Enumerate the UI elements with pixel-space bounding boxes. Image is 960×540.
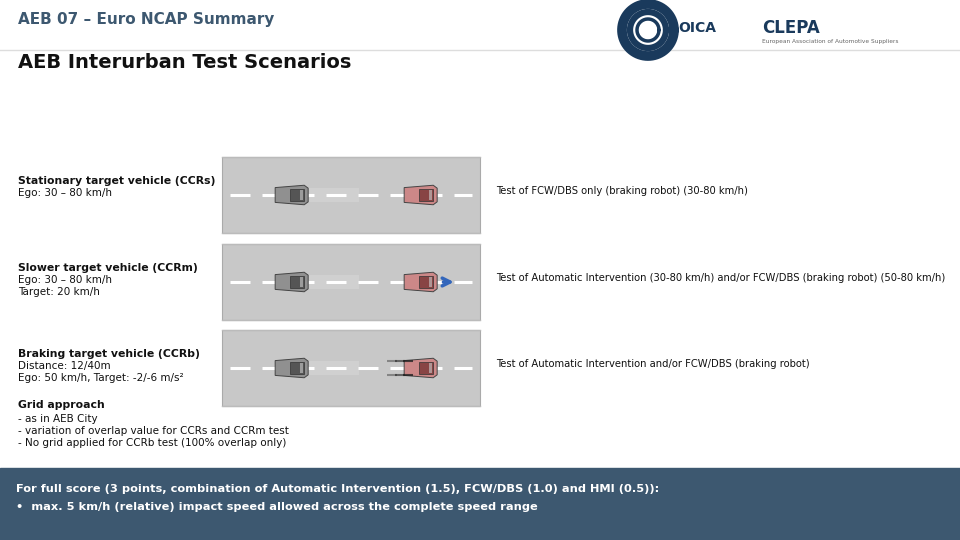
Text: OICA: OICA (678, 21, 716, 35)
Circle shape (640, 22, 656, 38)
Bar (300, 190, 303, 200)
Text: - No grid applied for CCRb test (100% overlap only): - No grid applied for CCRb test (100% ov… (18, 438, 286, 448)
Text: Test of FCW/DBS only (braking robot) (30-80 km/h): Test of FCW/DBS only (braking robot) (30… (496, 186, 748, 196)
Bar (222, 244, 480, 320)
Text: For full score (3 points, combination of Automatic Intervention (1.5), FCW/DBS (: For full score (3 points, combination of… (16, 484, 660, 494)
Bar (420, 189, 433, 201)
Text: Ego: 30 – 80 km/h: Ego: 30 – 80 km/h (18, 188, 112, 198)
Polygon shape (404, 358, 437, 378)
Text: AEB Interurban Test Scenarios: AEB Interurban Test Scenarios (18, 53, 351, 72)
Polygon shape (276, 185, 308, 205)
Bar (290, 362, 304, 374)
Bar (300, 363, 303, 373)
Bar (429, 363, 432, 373)
Bar (222, 330, 480, 406)
Bar (307, 275, 359, 289)
Bar (307, 361, 359, 375)
Bar (429, 277, 432, 287)
Bar (0, 468, 960, 540)
Polygon shape (276, 358, 308, 378)
Text: Ego: 30 – 80 km/h: Ego: 30 – 80 km/h (18, 275, 112, 285)
Bar (420, 276, 433, 288)
Text: AEB 07 – Euro NCAP Summary: AEB 07 – Euro NCAP Summary (18, 12, 275, 27)
Bar (290, 189, 304, 201)
Bar (429, 190, 432, 200)
Text: Grid approach: Grid approach (18, 400, 105, 410)
Polygon shape (276, 272, 308, 292)
Text: Slower target vehicle (CCRm): Slower target vehicle (CCRm) (18, 263, 198, 273)
Bar (300, 277, 303, 287)
Bar (222, 157, 480, 233)
Text: Ego: 50 km/h, Target: -2/-6 m/s²: Ego: 50 km/h, Target: -2/-6 m/s² (18, 373, 183, 383)
Bar (307, 188, 359, 202)
Text: Stationary target vehicle (CCRs): Stationary target vehicle (CCRs) (18, 176, 215, 186)
Text: - as in AEB City: - as in AEB City (18, 414, 98, 424)
Polygon shape (404, 185, 437, 205)
Text: Test of Automatic Intervention and/or FCW/DBS (braking robot): Test of Automatic Intervention and/or FC… (496, 359, 809, 369)
Text: European Association of Automotive Suppliers: European Association of Automotive Suppl… (762, 38, 899, 44)
Bar (290, 276, 304, 288)
Text: - variation of overlap value for CCRs and CCRm test: - variation of overlap value for CCRs an… (18, 426, 289, 436)
Text: Target: 20 km/h: Target: 20 km/h (18, 287, 100, 297)
Text: Braking target vehicle (CCRb): Braking target vehicle (CCRb) (18, 349, 200, 359)
Text: Distance: 12/40m: Distance: 12/40m (18, 361, 110, 371)
Polygon shape (404, 272, 437, 292)
Bar (420, 362, 433, 374)
Text: Test of Automatic Intervention (30-80 km/h) and/or FCW/DBS (braking robot) (50-8: Test of Automatic Intervention (30-80 km… (496, 273, 946, 283)
Text: •  max. 5 km/h (relative) impact speed allowed across the complete speed range: • max. 5 km/h (relative) impact speed al… (16, 502, 538, 512)
Text: CLEPA: CLEPA (762, 19, 820, 37)
